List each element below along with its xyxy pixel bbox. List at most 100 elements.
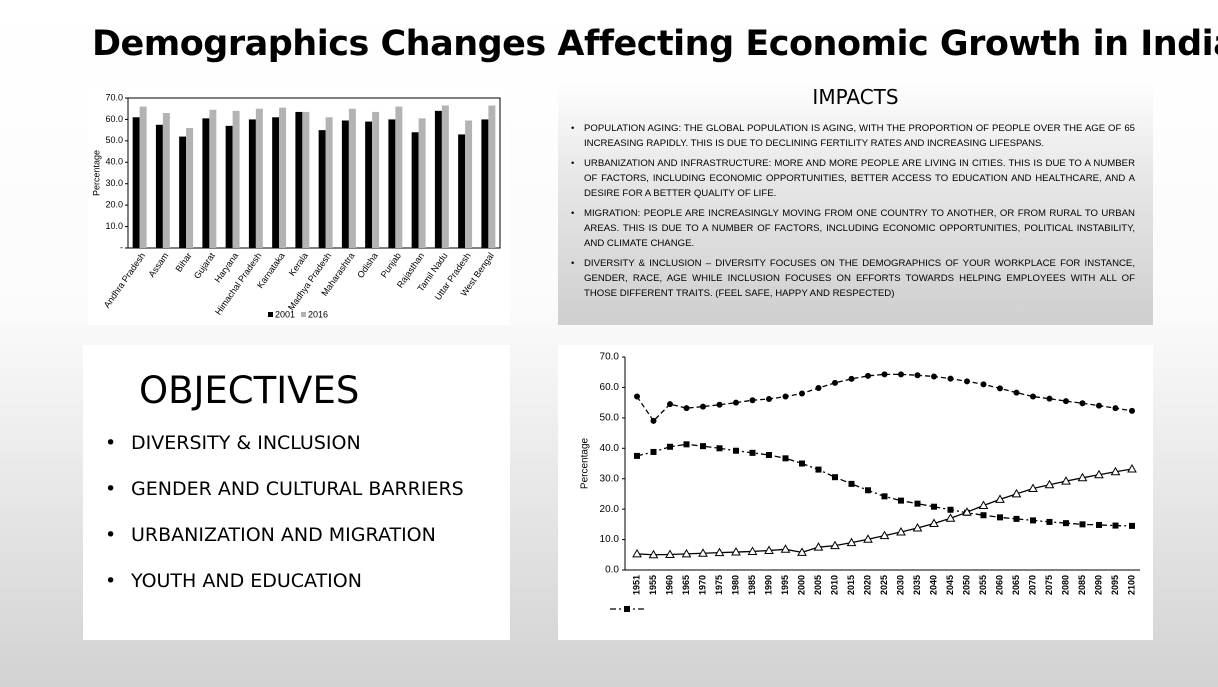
objectives-panel: OBJECTIVES DIVERSITY & INCLUSION GENDER … <box>83 345 510 640</box>
x-tick-label: 2100 <box>1126 575 1136 595</box>
point <box>799 390 805 397</box>
x-tick-label: Assam <box>146 251 170 279</box>
x-tick-label: Bihar <box>173 251 193 274</box>
x-tick-label: 2000 <box>796 575 806 595</box>
point <box>813 542 824 551</box>
point <box>632 548 642 558</box>
point <box>733 447 739 454</box>
x-tick-label: 2010 <box>829 575 839 595</box>
point <box>931 503 937 510</box>
point <box>848 375 855 382</box>
objective-item: URBANIZATION AND MIGRATION <box>105 512 510 558</box>
x-tick-label: 1995 <box>780 575 790 595</box>
x-tick-label: Odisha <box>355 251 380 280</box>
point <box>716 445 723 452</box>
point <box>1094 469 1104 479</box>
bar <box>302 111 310 248</box>
point <box>747 546 758 555</box>
x-tick-label: 2030 <box>895 575 905 595</box>
point <box>799 460 805 467</box>
point <box>764 545 774 555</box>
x-tick-label: 2080 <box>1060 575 1070 595</box>
point <box>749 449 756 456</box>
point <box>797 547 807 556</box>
point <box>1112 522 1119 529</box>
bar <box>458 134 466 248</box>
x-tick-label: 2050 <box>961 575 971 595</box>
point <box>648 549 659 559</box>
point <box>1046 518 1053 525</box>
point <box>962 507 972 516</box>
point <box>947 506 954 513</box>
point <box>1112 405 1119 412</box>
impacts-list: POPULATION AGING: THE GLOBAL POPULATION … <box>571 121 1135 301</box>
point <box>782 455 789 462</box>
objective-item: YOUTH AND EDUCATION <box>105 558 510 604</box>
bar <box>372 111 380 248</box>
legend-swatch <box>301 312 306 317</box>
point <box>634 393 640 400</box>
x-tick-label: 2075 <box>1044 575 1054 595</box>
point <box>681 548 692 558</box>
bar <box>295 111 303 248</box>
bar <box>325 117 333 249</box>
y-tick-label: 70.0 <box>105 92 123 102</box>
point <box>964 378 970 385</box>
y-axis-label: Percentage <box>91 150 101 196</box>
x-tick-label: 2040 <box>928 575 938 595</box>
x-tick-label: 2065 <box>1011 575 1021 595</box>
point <box>1079 400 1086 407</box>
y-tick-label: 40.0 <box>105 157 123 167</box>
x-tick-label: 2025 <box>879 575 889 595</box>
point <box>931 373 937 380</box>
plot-frame <box>127 97 501 249</box>
legend-marker <box>624 606 630 612</box>
bar <box>488 105 496 248</box>
y-tick-label: 50.0 <box>105 135 123 145</box>
point <box>832 379 838 386</box>
point <box>1096 402 1102 409</box>
bar <box>341 120 349 248</box>
y-tick-label: 40.0 <box>600 443 620 454</box>
point <box>766 395 772 402</box>
x-tick-label: 2095 <box>1110 575 1120 595</box>
point <box>1046 395 1053 402</box>
point <box>980 512 987 519</box>
bar <box>348 108 356 248</box>
y-axis-label: Percentage <box>580 437 591 489</box>
point <box>749 397 756 404</box>
bar <box>209 109 217 249</box>
slide-title: Demographics Changes Affecting Economic … <box>92 24 1218 64</box>
point <box>1077 472 1088 482</box>
point <box>731 547 741 556</box>
point <box>815 466 822 473</box>
point <box>1030 393 1036 400</box>
point <box>914 372 921 379</box>
y-tick-label: 30.0 <box>600 473 620 484</box>
bar <box>179 136 187 248</box>
bar <box>434 110 442 248</box>
y-tick-label: 60.0 <box>600 382 620 393</box>
series-line <box>636 443 1133 527</box>
x-tick-label: 2035 <box>912 575 922 595</box>
point <box>716 401 723 408</box>
y-tick-label: 30.0 <box>105 178 123 188</box>
point <box>1028 483 1038 492</box>
point <box>1129 407 1135 414</box>
x-tick-label: 1955 <box>648 575 658 595</box>
point <box>997 514 1003 521</box>
point <box>782 393 789 400</box>
point <box>914 500 921 507</box>
y-tick-label: - <box>120 242 123 252</box>
bar <box>162 113 170 248</box>
objective-item: GENDER AND CULTURAL BARRIERS <box>105 466 510 512</box>
bar <box>318 130 326 248</box>
point <box>733 399 739 406</box>
bar <box>272 117 280 249</box>
point <box>912 523 923 532</box>
point <box>1013 389 1020 396</box>
x-tick-label: Kerala <box>287 251 310 278</box>
point <box>995 494 1005 503</box>
point <box>667 443 673 450</box>
point <box>947 375 954 382</box>
